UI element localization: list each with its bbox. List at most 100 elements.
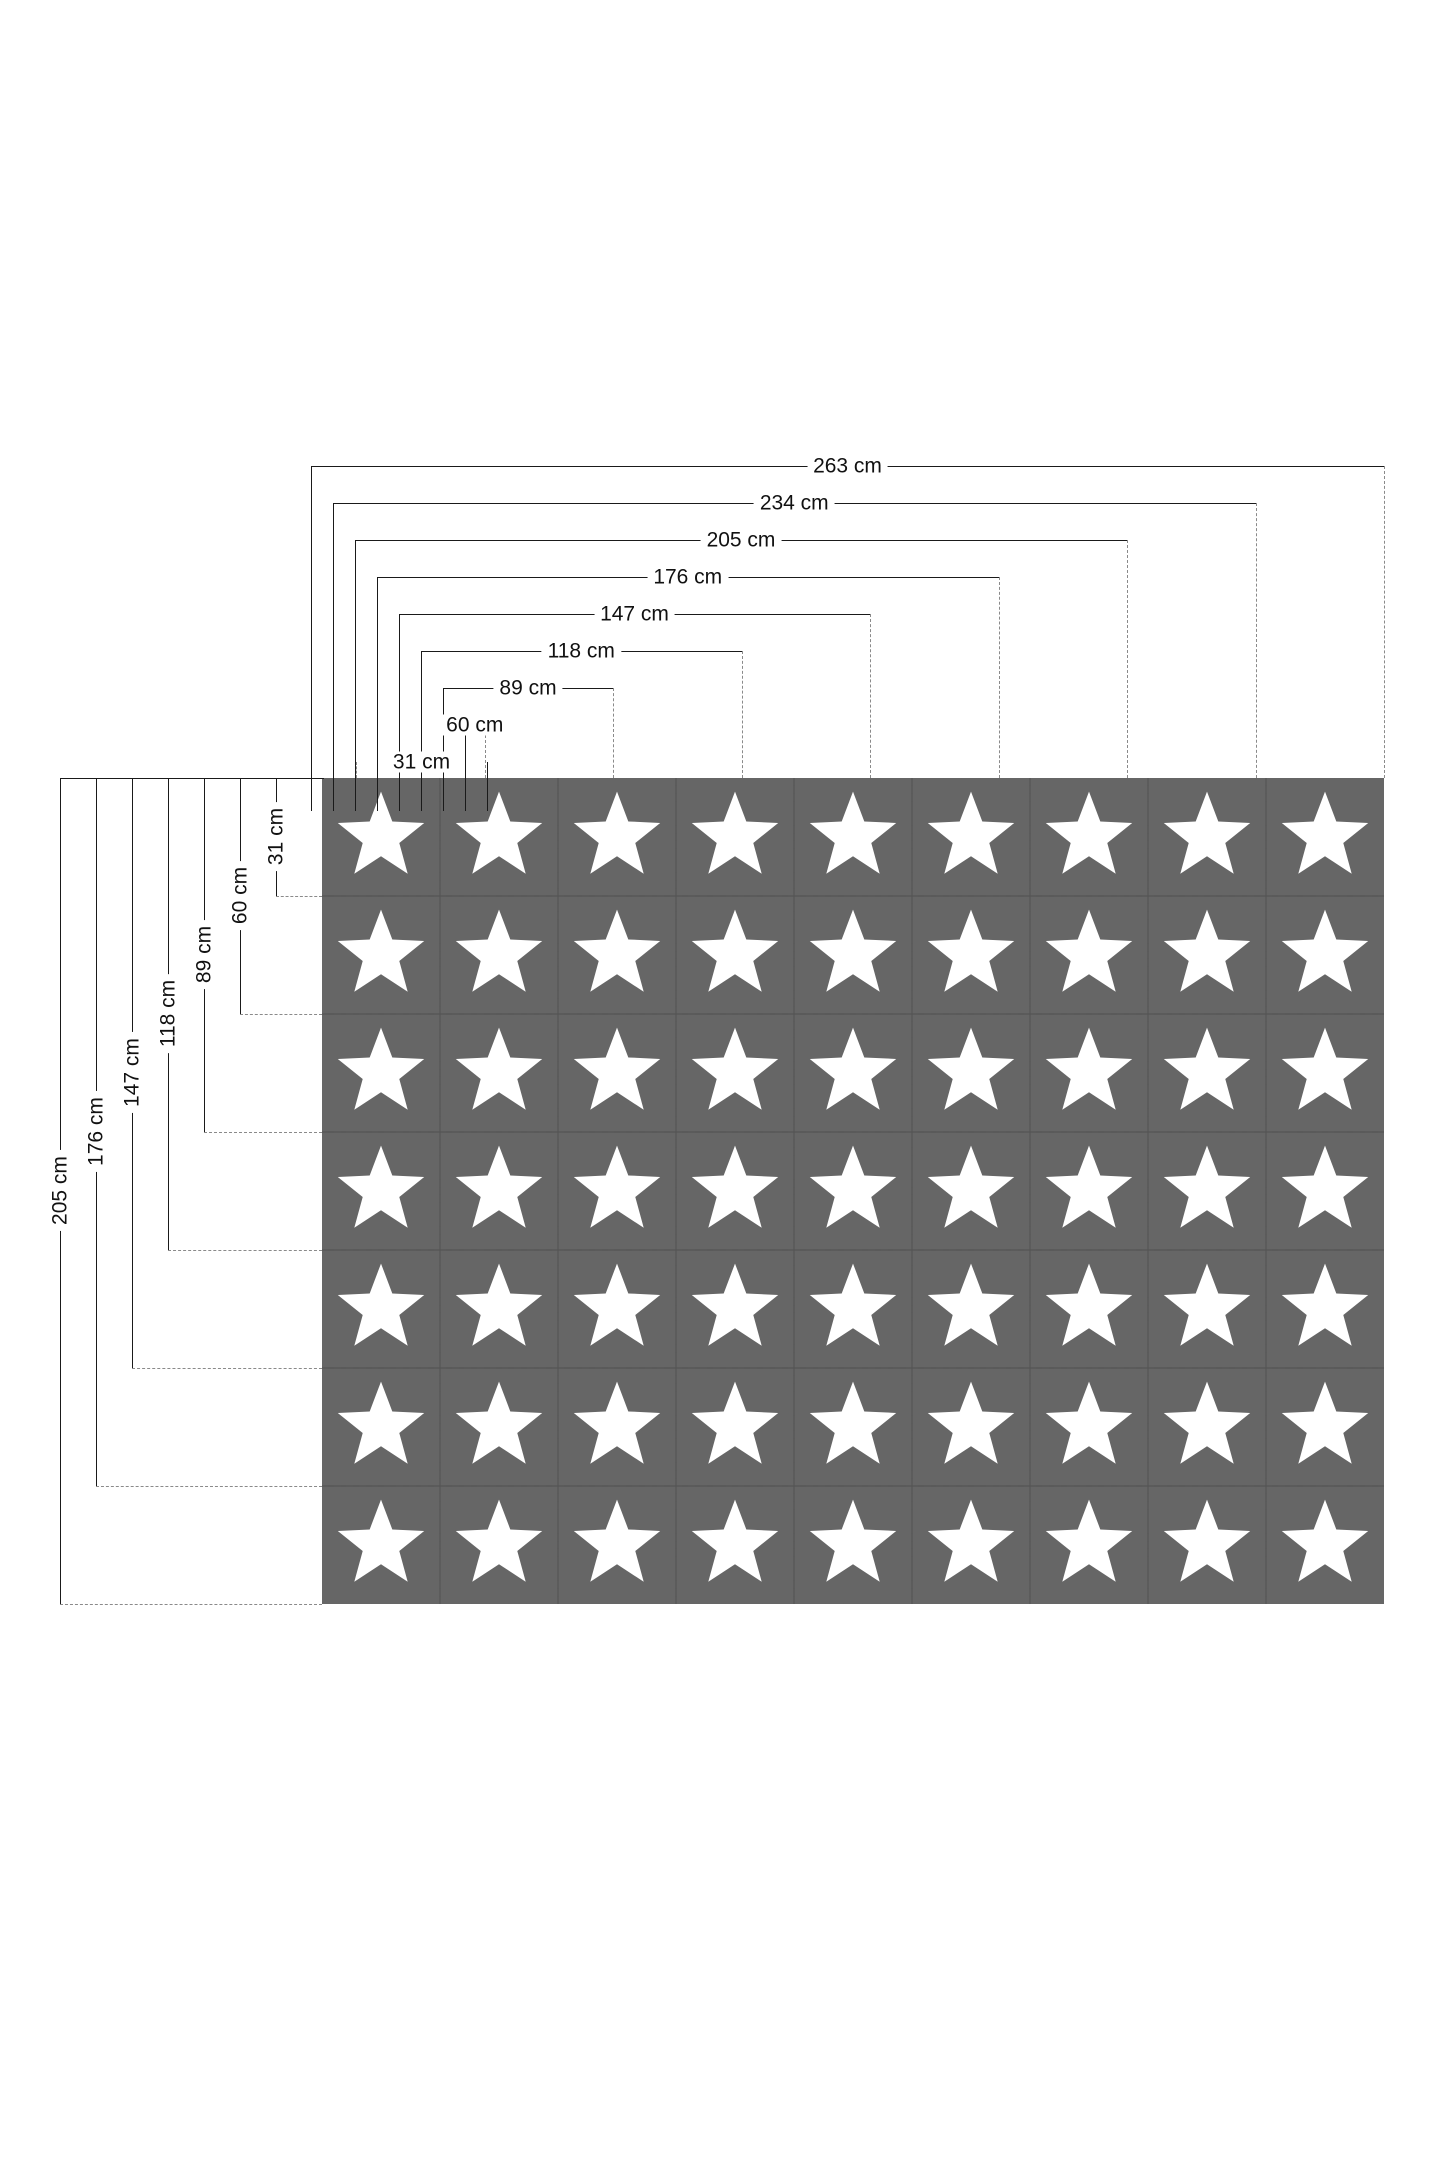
mat-tile — [1266, 1132, 1384, 1250]
v-dimension-label: 89 cm — [193, 919, 216, 990]
h-dimension-extension — [1384, 466, 1385, 778]
h-dimension-tick — [377, 577, 378, 811]
mat-tile — [794, 1014, 912, 1132]
mat-tile — [912, 1014, 1030, 1132]
mat-tile — [794, 896, 912, 1014]
v-dimension-label: 118 cm — [157, 973, 180, 1054]
mat-tile — [1148, 778, 1266, 896]
v-dimension-label: 31 cm — [265, 801, 288, 872]
mat-tile — [1266, 1368, 1384, 1486]
h-dimension-extension — [484, 725, 486, 778]
mat-tile — [558, 778, 676, 896]
mat-tile — [794, 1250, 912, 1368]
h-dimension-tick — [399, 614, 400, 811]
h-dimension-label: 89 cm — [493, 677, 563, 699]
v-dimension-label: 147 cm — [121, 1032, 144, 1113]
mat-tile — [676, 778, 794, 896]
v-dimension-extension — [96, 1486, 322, 1487]
mat-tile — [1148, 1368, 1266, 1486]
mat-tile — [1148, 1486, 1266, 1604]
h-dimension-extension — [1127, 540, 1128, 778]
h-dimension-extension — [613, 688, 614, 778]
h-dimension-label: 60 cm — [440, 714, 510, 736]
v-dimension-extension — [168, 1250, 322, 1251]
mat-tile — [794, 1132, 912, 1250]
h-dimension-tick — [421, 651, 422, 811]
mat-tile — [1148, 1014, 1266, 1132]
h-dimension-extension — [998, 577, 1000, 778]
v-dimension-label-wrap: 176 cm — [56, 1091, 137, 1172]
mat-tile — [1030, 1132, 1148, 1250]
h-dimension-tick — [465, 725, 466, 811]
v-dimension-label: 205 cm — [49, 1150, 72, 1231]
mat-tile — [440, 1486, 558, 1604]
mat-tile — [794, 1486, 912, 1604]
mat-tile — [912, 1368, 1030, 1486]
mat-tile — [440, 896, 558, 1014]
mat-tile — [322, 1014, 440, 1132]
mat-tile — [322, 1250, 440, 1368]
h-dimension-tick — [333, 503, 334, 811]
h-dimension-label: 118 cm — [541, 640, 621, 662]
h-dimension-label: 31 cm — [386, 751, 457, 773]
mat-tile — [1030, 778, 1148, 896]
play-mat — [322, 778, 1384, 1604]
mat-tile — [912, 778, 1030, 896]
v-dimension-label-wrap: 205 cm — [20, 1150, 101, 1231]
mat-tile — [1148, 1132, 1266, 1250]
mat-tile — [1266, 896, 1384, 1014]
mat-tile — [1030, 896, 1148, 1014]
mat-tile — [676, 1368, 794, 1486]
v-dimension-label-wrap: 60 cm — [205, 860, 274, 931]
mat-tile — [676, 1014, 794, 1132]
mat-tile — [676, 1486, 794, 1604]
h-dimension-extension — [870, 614, 871, 778]
v-dimension-label-wrap: 147 cm — [92, 1032, 173, 1113]
v-dimension-label-wrap: 89 cm — [169, 919, 238, 990]
mat-tile — [794, 1368, 912, 1486]
mat-tile — [322, 1486, 440, 1604]
v-dimension-extension — [240, 1014, 322, 1015]
v-dimension-label-wrap: 31 cm — [241, 801, 310, 872]
h-dimension-label: 176 cm — [647, 566, 729, 588]
mat-tile — [558, 1014, 676, 1132]
v-dimension-extension — [276, 896, 322, 897]
v-dimension-extension — [60, 1604, 322, 1605]
mat-tile — [1030, 1368, 1148, 1486]
mat-tile — [1266, 778, 1384, 896]
mat-tile — [558, 1368, 676, 1486]
mat-tile — [676, 1250, 794, 1368]
h-dimension-tick — [487, 762, 488, 811]
v-dimension-extension — [132, 1368, 322, 1369]
mat-tile — [322, 778, 440, 896]
mat-tile — [1030, 1250, 1148, 1368]
mat-tile — [1266, 1014, 1384, 1132]
h-dimension-tick — [311, 466, 312, 811]
h-dimension-tick — [443, 688, 444, 811]
mat-tile — [558, 896, 676, 1014]
mat-tile — [440, 778, 558, 896]
h-dimension-extension — [356, 762, 357, 778]
mat-tile — [558, 1250, 676, 1368]
mat-tile — [794, 778, 912, 896]
mat-tile — [1266, 1250, 1384, 1368]
mat-tile — [912, 1250, 1030, 1368]
mat-tile — [322, 896, 440, 1014]
h-dimension-label: 263 cm — [807, 455, 888, 477]
mat-tile — [1148, 896, 1266, 1014]
v-dimension-tick — [276, 778, 324, 779]
v-dimension-label: 176 cm — [85, 1091, 108, 1172]
mat-tile — [1030, 1486, 1148, 1604]
mat-tile — [912, 1486, 1030, 1604]
mat-tile — [676, 896, 794, 1014]
mat-tile — [322, 1368, 440, 1486]
mat-tile — [440, 1368, 558, 1486]
h-dimension-extension — [1255, 503, 1257, 778]
v-dimension-label: 60 cm — [229, 860, 252, 931]
mat-tile — [558, 1132, 676, 1250]
mat-tile — [322, 1132, 440, 1250]
mat-tile — [912, 896, 1030, 1014]
mat-tile — [912, 1132, 1030, 1250]
h-dimension-tick — [355, 540, 356, 811]
